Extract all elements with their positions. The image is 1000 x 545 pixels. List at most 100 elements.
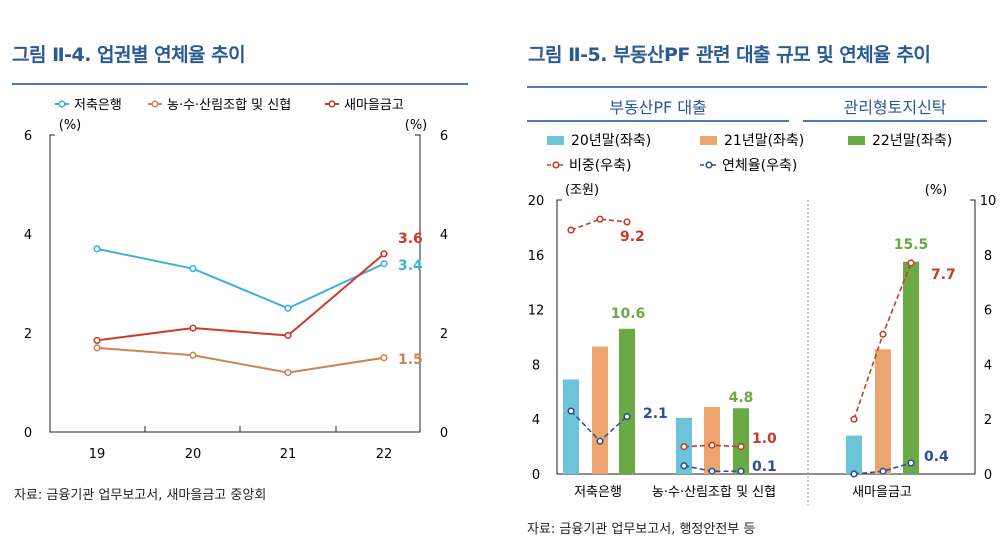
legend-swatch-1 — [700, 136, 717, 145]
data-point — [284, 331, 292, 340]
line-point — [596, 437, 604, 445]
left-chart-title: 그림 Ⅱ-4. 업권별 연체율 추이 — [12, 44, 246, 66]
line-point — [596, 215, 604, 223]
x-category-label: 새마을금고 — [852, 485, 912, 500]
line-point — [879, 467, 887, 475]
right-source-note: 자료: 금융기관 업무보고서, 행정안전부 등 — [527, 522, 756, 537]
y-tick-label-right: 8 — [984, 249, 992, 264]
line-point — [737, 467, 745, 475]
bar-value-label: 15.5 — [894, 237, 929, 253]
y-tick-label-right: 4 — [440, 228, 448, 243]
y-tick-label-left: 6 — [24, 129, 32, 144]
end-value-label: 1.5 — [398, 352, 423, 368]
x-tick-label: 19 — [89, 447, 106, 462]
y-tick-label-left: 12 — [528, 304, 545, 319]
legend-marker-1 — [151, 100, 159, 108]
y-axis-unit-right: (%) — [925, 183, 948, 198]
right-axes — [556, 199, 976, 475]
line-value-label: 9.2 — [620, 229, 645, 245]
y-tick-label-left: 16 — [528, 249, 545, 264]
legend-label: 새마을금고 — [344, 98, 404, 113]
y-tick-label-right: 10 — [980, 194, 997, 209]
bar-1 — [592, 346, 608, 474]
line-value-label: 0.1 — [752, 459, 777, 475]
legend-label: 21년말(좌축) — [724, 133, 804, 149]
legend-label: 22년말(좌축) — [872, 133, 952, 149]
end-value-label: 3.6 — [398, 231, 423, 247]
y-axis-unit-right: (%) — [405, 118, 428, 133]
data-point — [189, 324, 197, 332]
line-point — [567, 226, 575, 234]
y-axis-unit-left: (%) — [59, 118, 82, 133]
section-label-pf: 부동산PF 대출 — [609, 98, 707, 117]
y-tick-label-left: 2 — [24, 327, 32, 342]
y-tick-label-right: 6 — [440, 129, 448, 144]
right-title-rule — [527, 86, 987, 88]
x-tick-label: 22 — [376, 447, 393, 462]
line-point — [907, 259, 915, 267]
line-0-group-0 — [570, 218, 628, 231]
line-value-label: 0.4 — [924, 449, 949, 465]
legend-label: 저축은행 — [74, 97, 122, 113]
line-point — [850, 470, 858, 478]
x-category-label: 농·수·산림조합 및 신협 — [652, 485, 776, 500]
series-line-0 — [96, 247, 385, 310]
line-point — [567, 407, 575, 415]
bar-value-label: 4.8 — [729, 390, 754, 406]
bar-2 — [733, 408, 749, 474]
left-title-rule — [12, 83, 468, 85]
section-rule-right — [803, 120, 987, 122]
y-tick-label-left: 0 — [532, 468, 540, 483]
legend-marker-2 — [328, 100, 336, 108]
section-rule-left — [527, 120, 789, 122]
data-point — [93, 344, 101, 352]
y-tick-label-right: 0 — [440, 426, 448, 441]
bar-1 — [875, 349, 891, 474]
y-tick-label-left: 4 — [532, 413, 540, 428]
legend-label: 연체율(우축) — [722, 158, 797, 174]
series-line-1 — [96, 346, 385, 374]
left-source-note: 자료: 금융기관 업무보고서, 새마을금고 중앙회 — [14, 488, 267, 503]
line-point — [907, 459, 915, 467]
y-tick-label-left: 4 — [24, 228, 32, 243]
y-axis-unit-left: (조원) — [565, 183, 599, 198]
x-tick-label: 21 — [280, 447, 297, 462]
data-point — [189, 265, 197, 273]
data-point — [380, 354, 388, 362]
line-point — [879, 330, 887, 338]
y-tick-label-left: 8 — [532, 358, 540, 373]
legend-marker — [705, 161, 713, 169]
legend-swatch-2 — [848, 136, 865, 145]
legend-label: 비중(우축) — [569, 158, 631, 174]
line-point — [708, 441, 716, 449]
y-tick-label-left: 0 — [24, 426, 32, 441]
line-point — [737, 443, 745, 451]
bar-value-label: 10.6 — [611, 306, 646, 322]
data-point — [93, 336, 101, 345]
legend-marker-0 — [58, 100, 66, 108]
left-axes — [49, 134, 421, 433]
bar-2 — [903, 261, 919, 474]
line-point — [708, 467, 716, 475]
line-point — [680, 462, 688, 470]
right-chart-title: 그림 Ⅱ-5. 부동산PF 관련 대출 규모 및 연체율 추이 — [528, 44, 931, 66]
legend-label: 농·수·산림조합 및 신협 — [167, 98, 291, 113]
data-point — [284, 304, 292, 312]
data-point — [284, 369, 292, 377]
data-point — [380, 260, 388, 268]
line-1-group-2 — [853, 462, 912, 475]
x-tick-label: 20 — [185, 447, 202, 462]
line-value-label: 2.1 — [643, 406, 668, 422]
x-category-label: 저축은행 — [574, 484, 622, 500]
series-line-2 — [96, 253, 385, 342]
data-point — [189, 351, 197, 359]
legend-label: 20년말(좌축) — [571, 133, 651, 149]
y-tick-label-right: 6 — [984, 304, 992, 319]
legend-marker — [552, 161, 560, 169]
bar-1 — [704, 406, 720, 474]
line-point — [623, 218, 631, 226]
bar-0 — [563, 379, 579, 474]
y-tick-label-right: 2 — [984, 413, 992, 428]
y-tick-label-left: 20 — [528, 194, 545, 209]
